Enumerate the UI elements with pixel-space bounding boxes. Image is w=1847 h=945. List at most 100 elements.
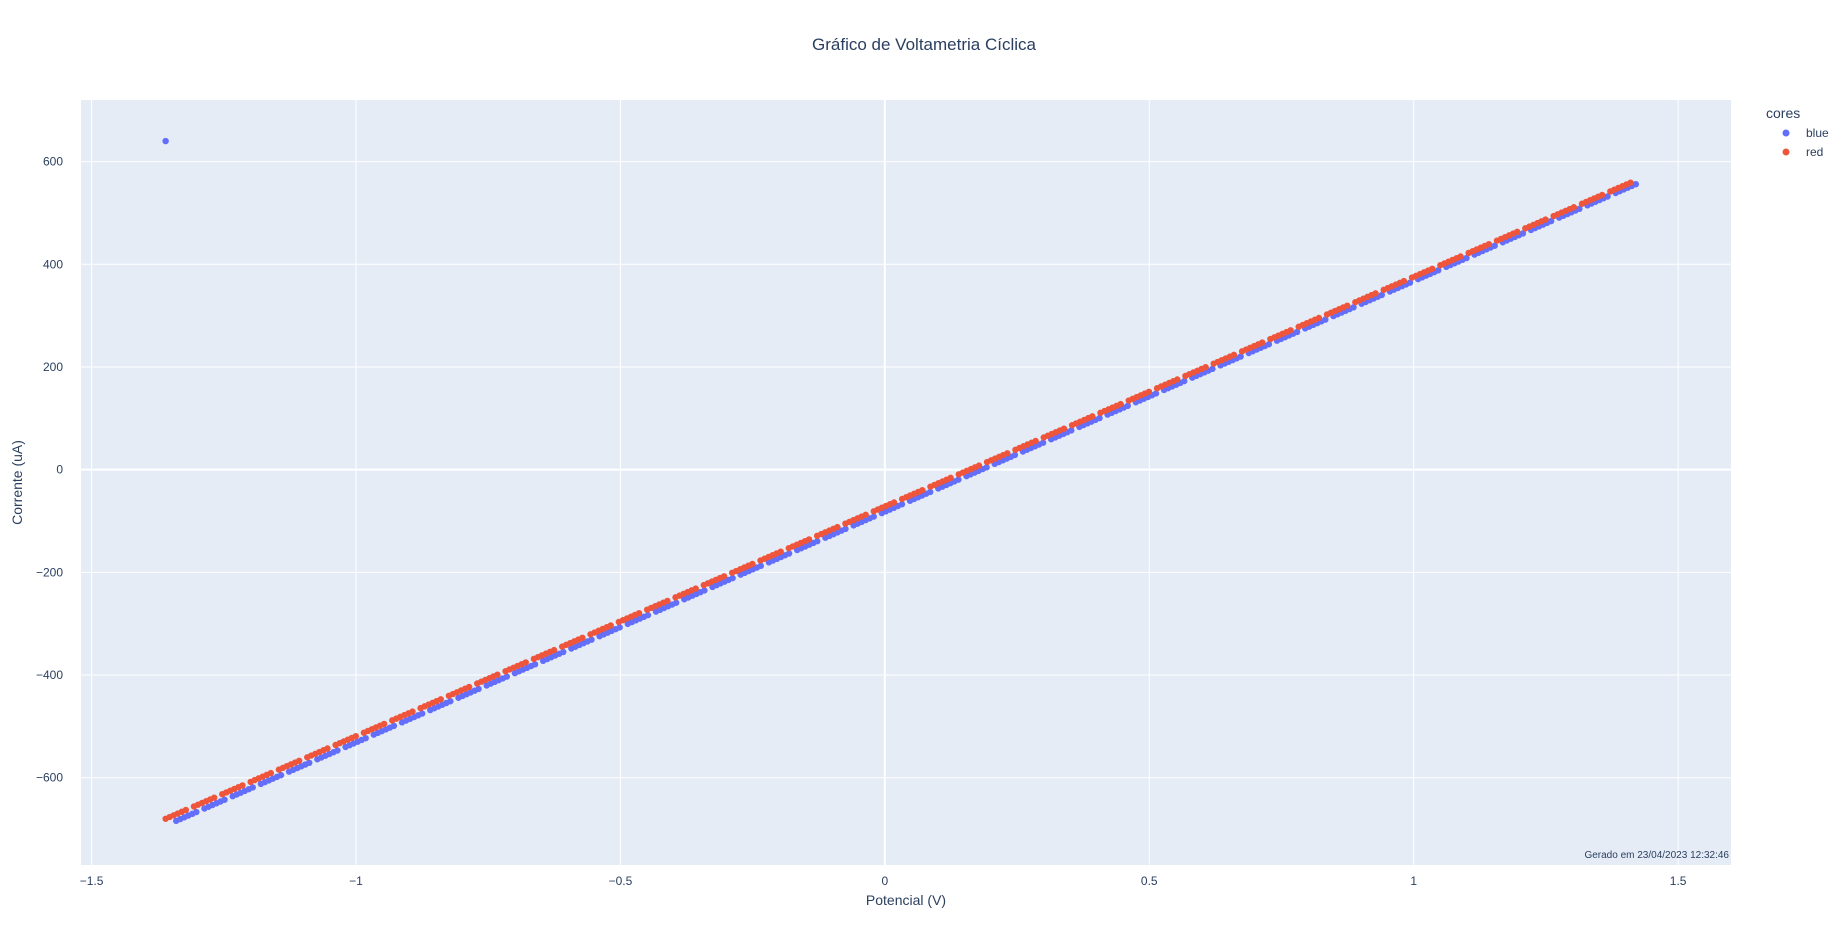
data-point-red[interactable]: [380, 720, 388, 728]
data-point-red[interactable]: [834, 523, 841, 531]
data-point-red[interactable]: [182, 806, 190, 814]
data-point-red[interactable]: [494, 671, 501, 678]
data-point-blue[interactable]: [870, 513, 877, 520]
data-point-red[interactable]: [239, 782, 246, 789]
data-point-red[interactable]: [607, 622, 614, 629]
data-point-blue[interactable]: [1604, 193, 1611, 200]
data-point-red[interactable]: [1060, 425, 1068, 432]
data-point-red[interactable]: [692, 585, 699, 592]
data-point-red[interactable]: [890, 499, 898, 506]
data-point-blue[interactable]: [814, 538, 821, 545]
data-point-red[interactable]: [1570, 204, 1578, 211]
data-point-blue[interactable]: [560, 648, 567, 656]
data-point-red[interactable]: [1514, 228, 1521, 236]
data-point-red[interactable]: [1174, 376, 1181, 383]
data-point-red[interactable]: [635, 609, 643, 617]
data-point-blue[interactable]: [1378, 291, 1385, 299]
data-point-blue[interactable]: [701, 587, 708, 594]
data-point-blue[interactable]: [1124, 402, 1131, 409]
data-point-red[interactable]: [352, 733, 360, 740]
data-point-red[interactable]: [1287, 327, 1294, 334]
data-point-blue[interactable]: [1350, 304, 1357, 311]
data-point-red[interactable]: [1542, 216, 1549, 223]
data-point-red[interactable]: [1485, 240, 1493, 248]
data-point-red[interactable]: [805, 536, 813, 543]
data-point-red[interactable]: [522, 659, 529, 666]
data-point-blue[interactable]: [898, 501, 906, 508]
data-point-blue[interactable]: [277, 771, 285, 779]
data-point-red[interactable]: [1429, 265, 1436, 272]
data-point-blue[interactable]: [1011, 451, 1019, 459]
data-point-blue[interactable]: [757, 562, 765, 570]
data-point-red[interactable]: [1627, 179, 1634, 186]
data-point-blue-outlier[interactable]: [162, 137, 169, 145]
data-point-blue[interactable]: [531, 661, 539, 668]
legend-item-red[interactable]: red: [1782, 145, 1824, 159]
data-point-red[interactable]: [1145, 388, 1153, 395]
data-point-blue[interactable]: [334, 747, 341, 754]
data-point-blue[interactable]: [418, 710, 426, 717]
data-point-blue[interactable]: [1096, 414, 1103, 422]
data-point-red[interactable]: [579, 634, 586, 641]
data-point-blue[interactable]: [306, 759, 313, 767]
legend-item-blue[interactable]: blue: [1782, 126, 1830, 140]
data-point-blue[interactable]: [475, 685, 482, 693]
data-point-red[interactable]: [1598, 191, 1606, 199]
data-point-blue[interactable]: [588, 636, 595, 643]
data-point-red[interactable]: [1344, 302, 1351, 309]
data-point-blue[interactable]: [1406, 279, 1414, 286]
data-point-blue[interactable]: [1068, 427, 1075, 434]
data-point-red[interactable]: [720, 573, 728, 580]
data-point-red[interactable]: [210, 794, 218, 801]
data-point-blue[interactable]: [1322, 316, 1329, 323]
data-point-red[interactable]: [409, 708, 416, 715]
data-point-red[interactable]: [1315, 314, 1323, 322]
data-point-red[interactable]: [324, 745, 331, 752]
data-point-blue[interactable]: [672, 599, 680, 606]
data-point-blue[interactable]: [1435, 267, 1442, 274]
data-point-red[interactable]: [1230, 351, 1238, 359]
data-point-red[interactable]: [1259, 339, 1266, 346]
data-point-blue[interactable]: [644, 611, 652, 619]
data-point-red[interactable]: [267, 769, 275, 777]
data-point-red[interactable]: [1032, 437, 1039, 445]
data-point-red[interactable]: [919, 486, 926, 494]
data-point-blue[interactable]: [1519, 230, 1527, 237]
data-point-red[interactable]: [975, 462, 983, 469]
data-point-blue[interactable]: [1152, 390, 1160, 397]
data-point-red[interactable]: [1089, 413, 1096, 420]
data-point-blue[interactable]: [1463, 254, 1470, 262]
data-point-blue[interactable]: [390, 722, 398, 730]
data-point-red[interactable]: [1400, 277, 1408, 285]
data-point-blue[interactable]: [842, 525, 849, 533]
data-point-blue[interactable]: [616, 624, 623, 631]
data-point-red[interactable]: [1117, 400, 1124, 408]
data-point-blue[interactable]: [1265, 341, 1273, 348]
data-point-blue[interactable]: [1181, 377, 1188, 385]
data-point-blue[interactable]: [1632, 181, 1640, 188]
data-point-red[interactable]: [437, 696, 444, 703]
data-point-blue[interactable]: [955, 476, 962, 483]
data-point-red[interactable]: [1457, 253, 1464, 260]
data-point-red[interactable]: [862, 511, 869, 518]
data-point-red[interactable]: [295, 757, 303, 764]
data-point-red[interactable]: [664, 597, 671, 605]
data-point-blue[interactable]: [785, 550, 793, 557]
data-point-blue[interactable]: [1293, 328, 1301, 336]
data-point-red[interactable]: [777, 548, 784, 555]
data-point-red[interactable]: [947, 474, 954, 482]
data-point-blue[interactable]: [221, 796, 228, 803]
data-point-red[interactable]: [1004, 450, 1011, 457]
data-point-blue[interactable]: [1237, 353, 1244, 360]
data-point-blue[interactable]: [1491, 242, 1498, 249]
data-point-blue[interactable]: [362, 734, 369, 742]
data-point-blue[interactable]: [193, 808, 200, 816]
data-point-blue[interactable]: [503, 673, 511, 680]
data-point-blue[interactable]: [447, 698, 454, 705]
data-point-red[interactable]: [749, 560, 756, 568]
data-point-blue[interactable]: [729, 574, 736, 582]
data-point-blue[interactable]: [1209, 365, 1216, 373]
data-point-blue[interactable]: [983, 464, 990, 471]
data-point-blue[interactable]: [1039, 439, 1047, 446]
data-point-blue[interactable]: [1547, 217, 1555, 225]
